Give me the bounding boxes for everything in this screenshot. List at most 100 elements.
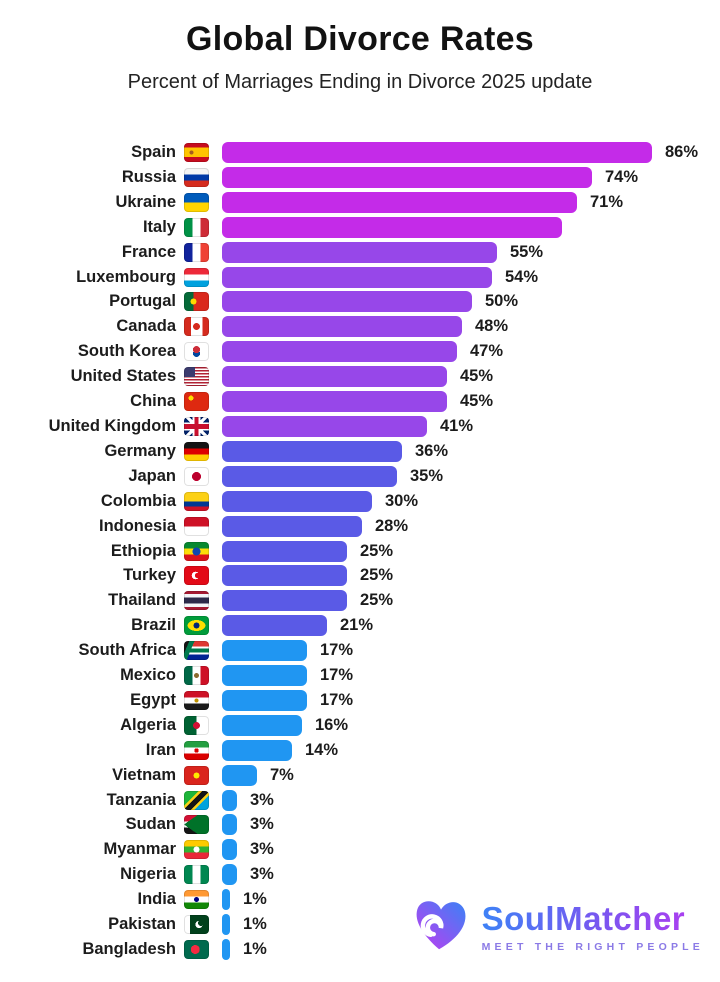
divorce-rate-bar bbox=[222, 914, 230, 936]
bar-track: 1% bbox=[222, 914, 652, 936]
percent-label: 17% bbox=[320, 666, 354, 685]
chart-row-ukraine: Ukraine 71% bbox=[0, 191, 720, 213]
country-label: Russia bbox=[121, 167, 176, 186]
bar-track: 14% bbox=[222, 739, 652, 761]
heart-logo-icon bbox=[416, 901, 466, 950]
percent-label: 25% bbox=[360, 591, 394, 610]
percent-label: 3% bbox=[250, 790, 274, 809]
page-subtitle: Percent of Marriages Ending in Divorce 2… bbox=[127, 71, 593, 93]
canada-flag-icon bbox=[184, 317, 209, 337]
bangladesh-flag-icon bbox=[184, 940, 209, 959]
country-label: Spain bbox=[131, 143, 176, 161]
country-label: Colombia bbox=[100, 491, 176, 510]
country-label: United States bbox=[70, 367, 176, 386]
chart-row-turkey: Turkey 25% bbox=[0, 565, 720, 587]
chart-header: Global Divorce Rates Percent of Marriage… bbox=[0, 20, 720, 94]
indonesia-flag-icon bbox=[184, 516, 209, 536]
country-label: South Korea bbox=[77, 342, 176, 361]
divorce-rate-bar bbox=[222, 739, 292, 761]
percent-label: 36% bbox=[415, 441, 449, 460]
chart-row-united-kingdom: United Kingdom 41% bbox=[0, 415, 720, 437]
luxembourg-flag-icon bbox=[184, 267, 209, 287]
divorce-rate-bar bbox=[222, 366, 447, 388]
country-label: Algeria bbox=[120, 715, 176, 734]
country-label: South Africa bbox=[78, 641, 176, 660]
italy-flag-icon bbox=[184, 217, 209, 237]
bar-track: 3% bbox=[222, 864, 652, 886]
bar-track: 71% bbox=[222, 191, 652, 213]
percent-label: 86% bbox=[665, 143, 699, 161]
chart-row-ethiopia: Ethiopia 25% bbox=[0, 540, 720, 562]
percent-label: 3% bbox=[250, 865, 274, 884]
bar-track: 3% bbox=[222, 814, 652, 836]
brand-name: SoulMatcher bbox=[482, 902, 704, 935]
turkey-flag-icon bbox=[184, 566, 209, 586]
divorce-rate-bar-chart: Spain 86% Russia 74% Ukraine 71% Italy France 55… bbox=[0, 142, 720, 960]
country-label: Germany bbox=[104, 441, 176, 460]
france-flag-icon bbox=[184, 242, 209, 262]
bar-track: 1% bbox=[222, 889, 652, 911]
brand-tagline: MEET THE RIGHT PEOPLE bbox=[481, 940, 704, 953]
nigeria-flag-icon bbox=[184, 865, 209, 885]
country-label: Sudan bbox=[125, 815, 176, 834]
percent-label: 71% bbox=[590, 192, 624, 211]
pakistan-flag-icon bbox=[184, 915, 209, 935]
country-label: Japan bbox=[128, 466, 176, 485]
percent-label: 16% bbox=[315, 715, 349, 734]
percent-label: 25% bbox=[360, 541, 394, 560]
chart-row-bangladesh: Bangladesh 1% bbox=[0, 939, 720, 960]
percent-label: 35% bbox=[410, 466, 444, 485]
chart-row-colombia: Colombia 30% bbox=[0, 490, 720, 512]
bar-track: 25% bbox=[222, 590, 652, 612]
bar-track: 45% bbox=[222, 366, 652, 388]
bar-track: 16% bbox=[222, 714, 652, 736]
chart-row-mexico: Mexico 17% bbox=[0, 665, 720, 687]
bar-track bbox=[222, 216, 652, 238]
percent-label: 3% bbox=[250, 840, 274, 859]
divorce-rate-bar bbox=[222, 142, 652, 163]
country-label: Mexico bbox=[120, 666, 176, 685]
colombia-flag-icon bbox=[184, 491, 209, 511]
india-flag-icon bbox=[184, 890, 209, 910]
divorce-rate-bar bbox=[222, 540, 347, 562]
percent-label: 28% bbox=[375, 516, 409, 535]
percent-label: 30% bbox=[385, 491, 419, 510]
chart-row-japan: Japan 35% bbox=[0, 465, 720, 487]
bar-track: 50% bbox=[222, 291, 652, 313]
spain-flag-icon bbox=[184, 143, 209, 162]
percent-label: 1% bbox=[243, 915, 267, 934]
bar-track: 1% bbox=[222, 939, 652, 960]
myanmar-flag-icon bbox=[184, 840, 209, 860]
percent-label: 25% bbox=[360, 566, 394, 585]
chart-row-sudan: Sudan 3% bbox=[0, 814, 720, 836]
percent-label: 54% bbox=[505, 267, 539, 286]
chart-row-united-states: United States 45% bbox=[0, 366, 720, 388]
south-korea-flag-icon bbox=[184, 342, 209, 362]
country-label: Turkey bbox=[123, 566, 176, 585]
egypt-flag-icon bbox=[184, 690, 209, 710]
divorce-rate-bar bbox=[222, 440, 402, 462]
bar-track: 47% bbox=[222, 341, 652, 363]
percent-label: 55% bbox=[510, 242, 544, 261]
country-label: Canada bbox=[116, 317, 176, 336]
chart-row-tanzania: Tanzania 3% bbox=[0, 789, 720, 811]
bar-track: 17% bbox=[222, 640, 652, 662]
chart-row-luxembourg: Luxembourg 54% bbox=[0, 266, 720, 288]
chart-row-myanmar: Myanmar 3% bbox=[0, 839, 720, 861]
percent-label: 17% bbox=[320, 641, 354, 660]
percent-label: 14% bbox=[305, 740, 339, 759]
bar-track: 30% bbox=[222, 490, 652, 512]
percent-label: 47% bbox=[470, 342, 504, 361]
divorce-rate-bar bbox=[222, 764, 257, 786]
soulmatcher-logo: SoulMatcher MEET THE RIGHT PEOPLE bbox=[410, 896, 704, 958]
thailand-flag-icon bbox=[184, 591, 209, 611]
bar-track: 3% bbox=[222, 789, 652, 811]
divorce-rate-bar bbox=[222, 241, 497, 263]
country-label: Egypt bbox=[130, 690, 176, 709]
country-label: India bbox=[137, 890, 176, 909]
divorce-rate-bar bbox=[222, 565, 347, 587]
divorce-rate-bar bbox=[222, 391, 447, 413]
country-label: Ethiopia bbox=[110, 541, 176, 560]
country-label: Ukraine bbox=[115, 192, 176, 211]
country-label: China bbox=[130, 392, 176, 411]
